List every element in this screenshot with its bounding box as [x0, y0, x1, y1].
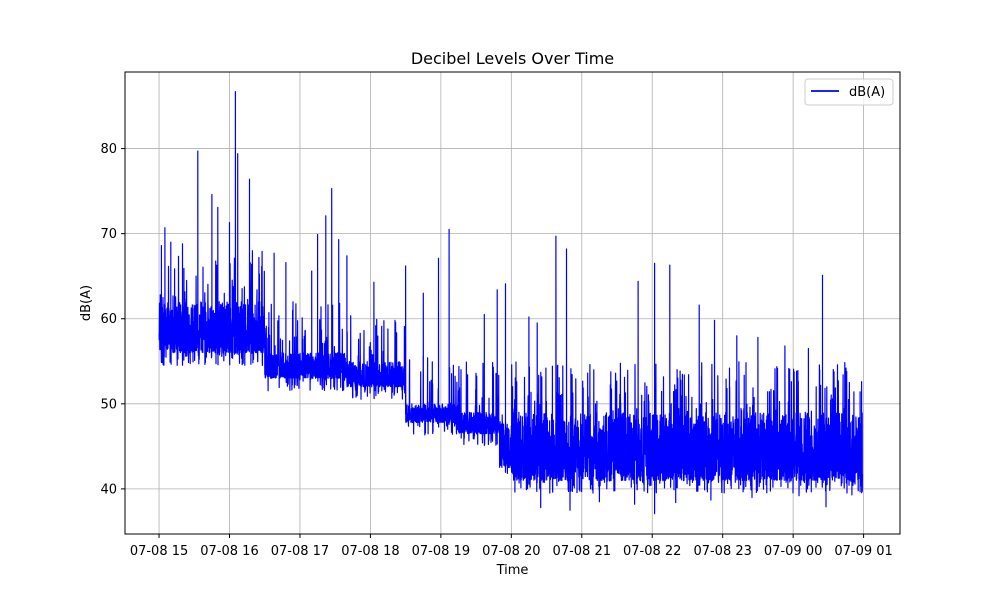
- y-axis-label: dB(A): [79, 285, 94, 321]
- x-tick-label: 07-08 19: [412, 544, 470, 559]
- y-tick-label: 80: [100, 142, 117, 157]
- y-tick-label: 40: [100, 482, 117, 497]
- series-line-dba: [158, 91, 863, 515]
- plot-area-frame: [124, 71, 901, 535]
- chart-title: Decibel Levels Over Time: [411, 49, 614, 68]
- x-tick-label: 07-08 22: [623, 544, 681, 559]
- x-axis-ticks: 07-08 15 07-08 16 07-08 17 07-08 18 07-08 19…: [130, 534, 893, 559]
- x-tick-label: 07-09 01: [834, 544, 892, 559]
- y-axis-ticks: 40 50 60 70 80: [100, 142, 125, 497]
- grid-layer: [125, 72, 900, 534]
- x-tick-label: 07-08 15: [130, 544, 188, 559]
- x-tick-label: 07-08 20: [482, 544, 540, 559]
- legend: dB(A): [804, 78, 894, 106]
- x-axis-label: Time: [496, 563, 529, 578]
- x-tick-label: 07-09 00: [764, 544, 822, 559]
- x-tick-label: 07-08 23: [693, 544, 751, 559]
- x-tick-label: 07-08 18: [341, 544, 399, 559]
- legend-box: [804, 78, 894, 106]
- y-tick-label: 60: [100, 312, 117, 327]
- x-tick-label: 07-08 17: [271, 544, 329, 559]
- y-tick-label: 50: [100, 397, 117, 412]
- y-tick-label: 70: [100, 227, 117, 242]
- series-layer: [158, 91, 863, 515]
- x-tick-label: 07-08 16: [200, 544, 258, 559]
- x-tick-label: 07-08 21: [553, 544, 611, 559]
- legend-label: dB(A): [849, 85, 885, 100]
